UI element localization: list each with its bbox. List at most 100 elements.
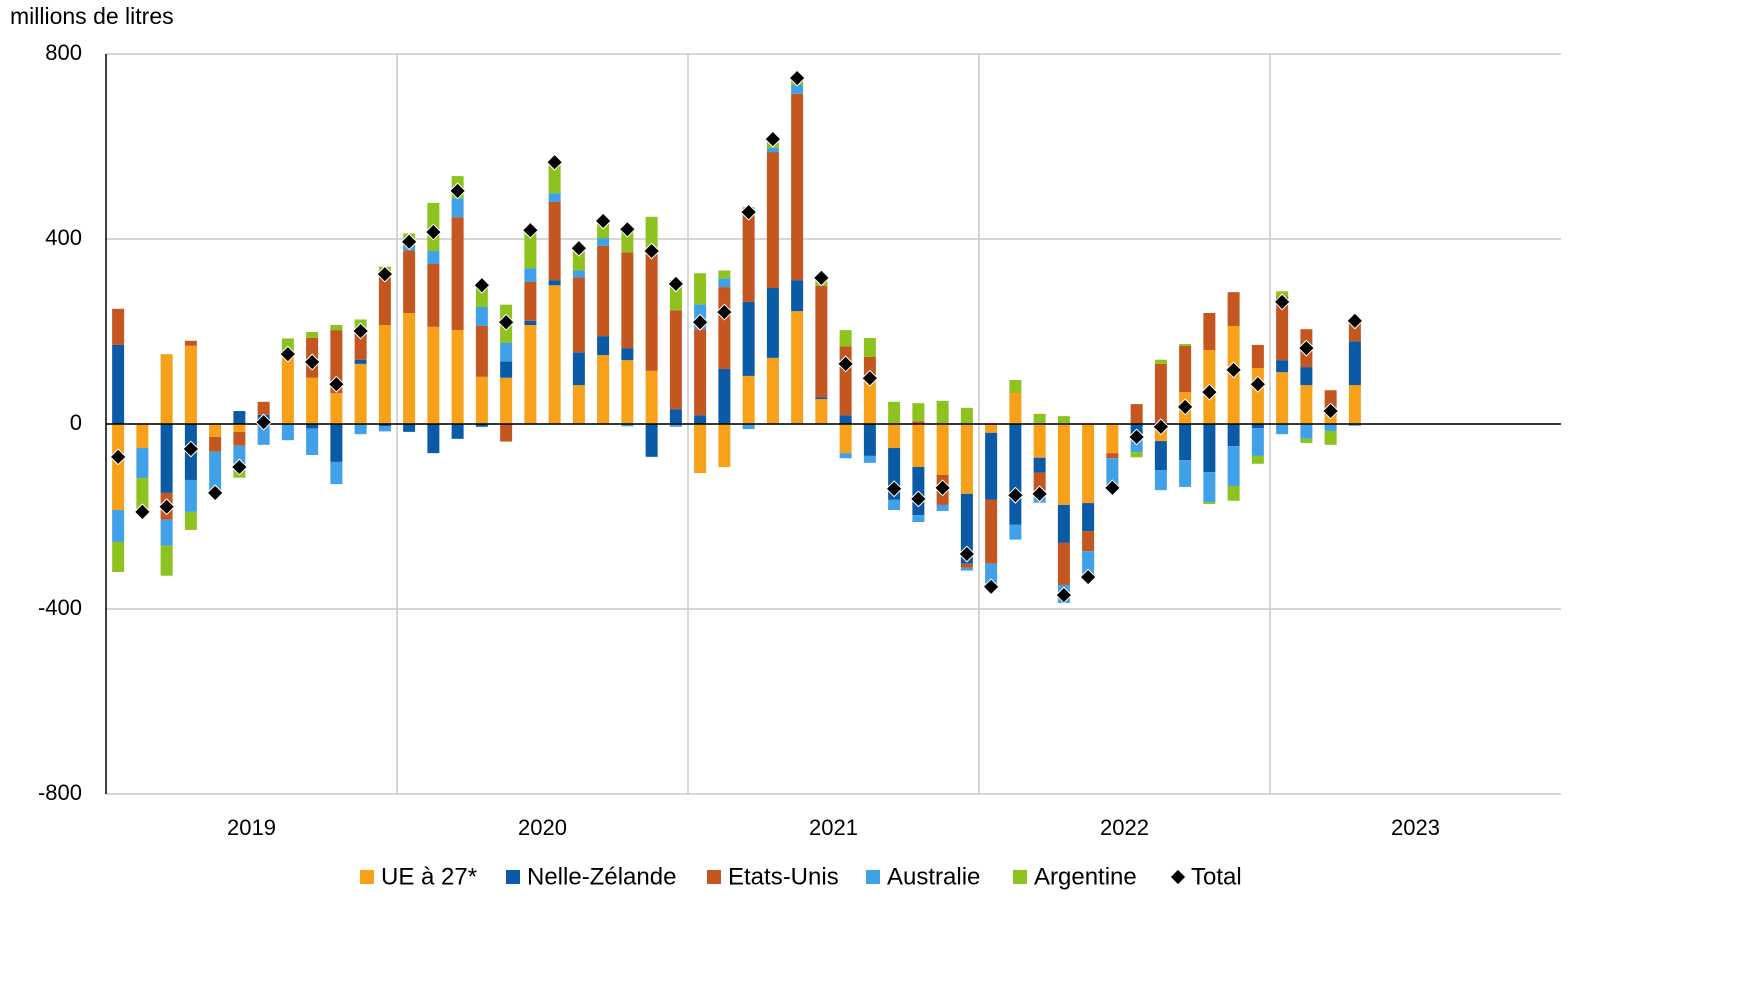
bar-segment — [209, 424, 222, 437]
bar-segment — [451, 217, 464, 331]
total-marker — [1079, 568, 1097, 586]
bar-segment — [791, 280, 804, 312]
bar-segment — [500, 377, 513, 424]
total-marker — [1273, 293, 1291, 311]
bar-segment — [815, 397, 828, 400]
bar-segment — [742, 301, 755, 376]
total-marker — [109, 448, 127, 466]
bar-segment — [160, 519, 173, 546]
x-group-label: 2022 — [1100, 815, 1149, 840]
bar-segment — [500, 424, 513, 442]
bar-segment — [912, 421, 925, 424]
legend-swatch — [866, 870, 880, 884]
total-marker — [521, 221, 539, 239]
total-marker — [934, 479, 952, 497]
bar-segment — [694, 415, 707, 424]
total-marker — [764, 130, 782, 148]
total-marker — [1055, 586, 1073, 604]
y-tick-label: -400 — [38, 595, 82, 620]
total-marker — [400, 233, 418, 251]
bar-segment — [160, 354, 173, 424]
total-marker — [1176, 398, 1194, 416]
bar-segment — [669, 409, 682, 424]
bar-segment — [645, 216, 658, 248]
bar-segment — [645, 370, 658, 424]
bar-segment — [960, 563, 973, 568]
bar-segment — [960, 424, 973, 494]
bar-segment — [1251, 424, 1264, 429]
total-marker — [618, 220, 636, 238]
bar-segment — [621, 360, 634, 424]
bar-segment — [281, 356, 294, 424]
bar-segment — [1009, 393, 1022, 424]
total-marker — [1225, 361, 1243, 379]
bar-segment — [839, 424, 852, 454]
bar-segment — [548, 193, 561, 202]
x-group-label: 2019 — [227, 815, 276, 840]
y-tick-label: 400 — [45, 225, 82, 250]
bar-segment — [548, 202, 561, 281]
bar-segment — [645, 247, 658, 371]
total-marker — [1322, 402, 1340, 420]
bar-segment — [1348, 341, 1361, 386]
legend-label: Australie — [887, 863, 980, 890]
bar-segment — [742, 214, 755, 302]
bar-segment — [1276, 360, 1289, 373]
bar-segment — [1106, 458, 1119, 488]
total-marker — [1249, 375, 1267, 393]
bar-segment — [1227, 292, 1240, 326]
bar-segment — [378, 325, 391, 424]
bar-segment — [1154, 363, 1167, 424]
bar-segment — [160, 545, 173, 576]
total-marker — [715, 303, 733, 321]
bar-segment — [1348, 424, 1361, 426]
bar-segment — [475, 306, 488, 326]
legend-swatch — [506, 870, 520, 884]
bar-segment — [209, 436, 222, 452]
bar-segment — [766, 152, 779, 289]
bar-segment — [1227, 485, 1240, 501]
bar-segment — [1179, 345, 1192, 393]
bar-segment — [500, 361, 513, 378]
x-group-label: 2020 — [518, 815, 567, 840]
bar-segment — [378, 424, 391, 427]
bar-segment — [621, 348, 634, 361]
bar-segment — [427, 251, 440, 264]
bar-segment — [330, 461, 343, 485]
total-marker — [643, 242, 661, 260]
bar-segment — [112, 510, 125, 542]
bar-segment — [572, 277, 585, 353]
bar-segment — [694, 424, 707, 474]
bar-segment — [791, 84, 804, 94]
total-marker — [327, 375, 345, 393]
bar-segment — [1154, 359, 1167, 364]
bar-segment — [1203, 502, 1216, 505]
bar-segment — [985, 563, 998, 587]
bar-segment — [718, 287, 731, 369]
bar-segment — [184, 511, 197, 530]
bar-segment — [597, 355, 610, 424]
total-marker — [497, 313, 515, 331]
bar-segment — [427, 424, 440, 454]
bar-segment — [863, 424, 876, 456]
bar-segment — [184, 479, 197, 512]
total-marker — [788, 69, 806, 87]
total-marker — [1346, 312, 1364, 330]
bar-segment — [403, 424, 416, 432]
y-axis-title: millions de litres — [10, 3, 174, 29]
bar-segment — [136, 448, 149, 479]
bar-segment — [451, 330, 464, 424]
bar-segment — [669, 310, 682, 410]
bar-segment — [112, 344, 125, 424]
bar-segment — [718, 278, 731, 288]
bar-segment — [354, 424, 367, 435]
legend-label: UE à 27* — [381, 863, 477, 890]
bar-segment — [233, 431, 246, 446]
bar-segment — [1324, 424, 1337, 431]
legend-label: Total — [1191, 863, 1242, 890]
bar-segment — [1179, 343, 1192, 346]
bar-segment — [378, 274, 391, 326]
bar-segment — [1009, 524, 1022, 540]
bar-segment — [1276, 424, 1289, 435]
